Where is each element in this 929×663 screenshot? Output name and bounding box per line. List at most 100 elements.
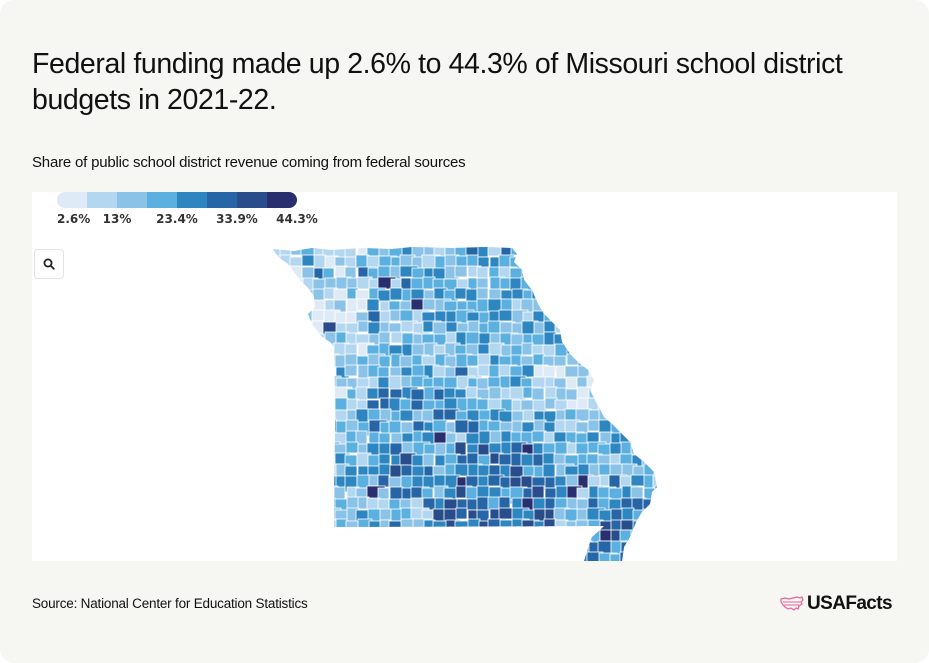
- district-cell[interactable]: [378, 355, 391, 369]
- district-cell[interactable]: [279, 474, 293, 492]
- district-cell[interactable]: [598, 310, 614, 327]
- district-cell[interactable]: [642, 498, 655, 511]
- district-cell[interactable]: [278, 397, 292, 415]
- district-cell[interactable]: [641, 529, 655, 547]
- district-cell[interactable]: [291, 508, 310, 526]
- district-cell[interactable]: [609, 342, 628, 357]
- district-cell[interactable]: [653, 519, 665, 535]
- district-cell[interactable]: [575, 320, 592, 338]
- district-cell[interactable]: [313, 354, 327, 368]
- district-cell[interactable]: [608, 387, 627, 402]
- district-cell[interactable]: [621, 331, 637, 349]
- district-cell[interactable]: [290, 397, 303, 412]
- district-cell[interactable]: [641, 320, 654, 336]
- district-cell[interactable]: [531, 245, 549, 260]
- district-cell[interactable]: [279, 553, 294, 561]
- district-cell[interactable]: [532, 255, 545, 269]
- district-cell[interactable]: [631, 540, 650, 558]
- district-cell[interactable]: [576, 278, 592, 295]
- district-cell[interactable]: [290, 442, 309, 456]
- district-cell[interactable]: [587, 321, 603, 337]
- district-cell[interactable]: [631, 299, 647, 313]
- district-cell[interactable]: [465, 486, 479, 501]
- district-cell[interactable]: [300, 487, 313, 500]
- district-cell[interactable]: [378, 432, 391, 445]
- district-cell[interactable]: [510, 244, 527, 256]
- district-cell[interactable]: [301, 398, 316, 411]
- district-cell[interactable]: [322, 419, 338, 434]
- district-cell[interactable]: [587, 343, 606, 358]
- district-cell[interactable]: [454, 463, 469, 477]
- district-cell[interactable]: [291, 410, 310, 425]
- district-cell[interactable]: [311, 420, 325, 438]
- district-cell[interactable]: [631, 399, 647, 416]
- missouri-choropleth-map[interactable]: [32, 192, 897, 561]
- district-cell[interactable]: [620, 519, 640, 532]
- district-cell[interactable]: [566, 540, 581, 556]
- district-cell[interactable]: [301, 507, 319, 521]
- district-cell[interactable]: [455, 529, 471, 547]
- district-cell[interactable]: [269, 496, 283, 513]
- district-cell[interactable]: [575, 529, 593, 544]
- district-cell[interactable]: [554, 299, 573, 312]
- district-cell[interactable]: [587, 299, 601, 316]
- district-cell[interactable]: [400, 464, 413, 477]
- district-cell[interactable]: [421, 531, 439, 544]
- district-cell[interactable]: [588, 265, 602, 282]
- district-cell[interactable]: [477, 246, 490, 258]
- district-cell[interactable]: [344, 552, 359, 561]
- district-cell[interactable]: [643, 278, 662, 293]
- district-cell[interactable]: [598, 365, 612, 383]
- district-cell[interactable]: [269, 355, 288, 372]
- district-cell[interactable]: [270, 465, 284, 483]
- map-container[interactable]: 2.6% 13% 23.4% 33.9% 44.3%: [32, 192, 897, 561]
- district-cell[interactable]: [270, 278, 286, 293]
- district-cell[interactable]: [378, 463, 391, 476]
- district-cell[interactable]: [621, 287, 639, 301]
- district-cell[interactable]: [608, 289, 627, 307]
- district-cell[interactable]: [290, 520, 306, 538]
- district-cell[interactable]: [555, 485, 569, 499]
- district-cell[interactable]: [642, 397, 655, 412]
- district-cell[interactable]: [269, 508, 286, 523]
- district-cell[interactable]: [630, 333, 646, 346]
- district-cell[interactable]: [619, 299, 635, 312]
- district-cell[interactable]: [434, 442, 447, 457]
- district-cell[interactable]: [390, 530, 410, 543]
- district-cell[interactable]: [323, 365, 336, 382]
- district-cell[interactable]: [434, 551, 451, 561]
- district-cell[interactable]: [280, 540, 295, 556]
- district-cell[interactable]: [586, 331, 600, 347]
- district-cell[interactable]: [544, 278, 557, 296]
- district-cell[interactable]: [542, 553, 557, 561]
- district-cell[interactable]: [598, 267, 611, 281]
- district-cell[interactable]: [291, 542, 310, 559]
- district-cell[interactable]: [621, 387, 640, 404]
- district-cell[interactable]: [652, 475, 666, 492]
- district-cell[interactable]: [652, 497, 669, 513]
- district-cell[interactable]: [268, 387, 287, 403]
- district-cell[interactable]: [533, 551, 547, 561]
- district-cell[interactable]: [344, 364, 358, 377]
- district-cell[interactable]: [587, 246, 606, 263]
- district-cell[interactable]: [586, 431, 600, 444]
- district-cell[interactable]: [466, 553, 480, 561]
- district-cell[interactable]: [521, 246, 534, 262]
- district-cell[interactable]: [322, 397, 335, 413]
- district-cell[interactable]: [367, 551, 387, 561]
- district-cell[interactable]: [488, 386, 502, 401]
- district-cell[interactable]: [520, 553, 539, 561]
- district-cell[interactable]: [586, 353, 603, 368]
- district-cell[interactable]: [300, 343, 317, 356]
- district-cell[interactable]: [609, 245, 628, 261]
- district-cell[interactable]: [301, 409, 319, 426]
- district-cell[interactable]: [268, 485, 287, 498]
- district-cell[interactable]: [279, 265, 292, 280]
- district-cell[interactable]: [302, 366, 317, 380]
- district-cell[interactable]: [565, 287, 581, 302]
- district-cell[interactable]: [543, 299, 556, 314]
- district-cell[interactable]: [300, 441, 318, 457]
- district-cell[interactable]: [467, 518, 481, 532]
- district-cell[interactable]: [553, 551, 568, 561]
- district-cell[interactable]: [630, 529, 647, 543]
